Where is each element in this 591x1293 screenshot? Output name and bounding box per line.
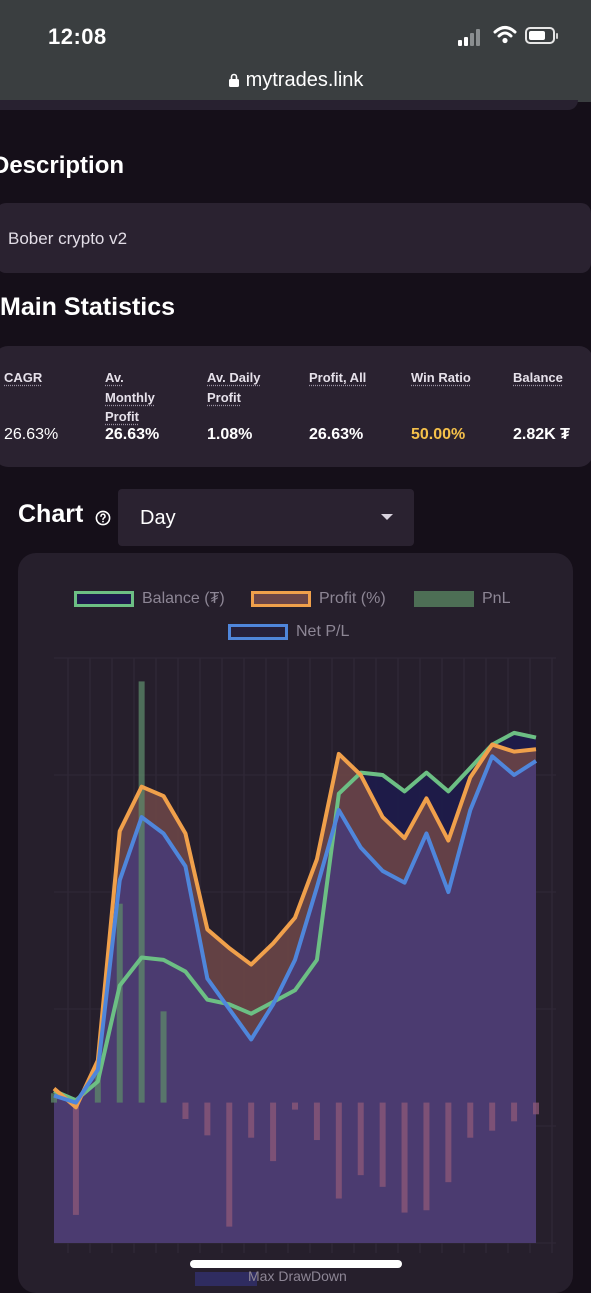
stat-label[interactable]: Av. Daily Profit [207, 370, 261, 405]
period-select-value: Day [140, 507, 176, 529]
stat-daily-profit: Av. Daily Profit 1.08% [207, 368, 277, 443]
pnl-bar [248, 1102, 255, 1138]
status-bar: 12:08 [0, 0, 591, 58]
pnl-bar [445, 1102, 452, 1183]
chart-plot[interactable] [18, 553, 573, 1293]
pnl-bar [335, 1102, 342, 1199]
stat-win-ratio: Win Ratio 50.00% [411, 368, 503, 443]
stat-monthly-profit: Av. Monthly Profit 26.63% [105, 368, 175, 443]
stat-value: 50.00% [411, 426, 466, 443]
stat-label[interactable]: Win Ratio [411, 370, 471, 385]
stat-value: 26.63% [4, 426, 59, 443]
status-time: 12:08 [48, 24, 107, 49]
legend-item-pnl[interactable]: PnL [414, 590, 510, 608]
pnl-bar [226, 1102, 233, 1227]
chevron-down-icon [381, 514, 393, 520]
pnl-bar [72, 1102, 79, 1215]
balance-line [53, 730, 537, 1103]
url-text[interactable]: mytrades.link [245, 68, 364, 91]
legend-swatch [228, 624, 288, 640]
legend-item-net-pl[interactable]: Net P/L [228, 623, 349, 641]
pnl-bar [467, 1102, 474, 1138]
pnl-bar [379, 1102, 386, 1187]
description-text: Bober crypto v2 [8, 229, 128, 248]
legend-label: PnL [482, 590, 511, 607]
pnl-bar [313, 1102, 320, 1141]
legend-swatch [74, 591, 134, 607]
pnl-bar [270, 1102, 277, 1162]
pnl-bar [401, 1102, 408, 1213]
stat-value: 1.08% [207, 426, 253, 443]
wifi-icon [493, 26, 517, 44]
net-pl-area [54, 756, 536, 1243]
previous-card-edge [0, 100, 578, 110]
cellular-signal-icon [458, 28, 484, 46]
profit-line [52, 742, 537, 1110]
legend-swatch [251, 591, 311, 607]
stat-label[interactable]: Balance [513, 370, 563, 385]
legend-label: Profit (%) [319, 590, 386, 607]
legend-item-balance[interactable]: Balance (₮) [74, 590, 225, 608]
stat-label[interactable]: Profit, All [309, 370, 367, 385]
legend-label: Net P/L [296, 623, 350, 640]
question-circle-icon[interactable] [95, 510, 111, 526]
pnl-bar [292, 1102, 298, 1110]
net-pl-line [53, 754, 538, 1105]
legend-item-profit[interactable]: Profit (%) [251, 590, 386, 608]
pnl-bar [182, 1102, 189, 1119]
battery-icon [525, 27, 558, 44]
period-select[interactable]: Day [118, 489, 414, 546]
stat-cagr: CAGR 26.63% [4, 368, 96, 443]
stat-label[interactable]: Av. Monthly Profit [105, 370, 155, 424]
statistics-panel: CAGR 26.63% Av. Monthly Profit 26.63% Av… [0, 346, 591, 467]
pnl-bar [357, 1102, 364, 1176]
chart-card: Balance (₮) Profit (%) PnL Net P/L [18, 553, 573, 1293]
pnl-bar [204, 1102, 211, 1136]
pnl-bar [116, 903, 123, 1103]
pnl-bar [511, 1102, 518, 1122]
description-title: Description [0, 152, 125, 179]
stat-label[interactable]: CAGR [4, 370, 43, 385]
home-indicator[interactable] [190, 1260, 402, 1268]
stat-balance: Balance 2.82K ₮ [513, 368, 591, 443]
lock-icon [228, 73, 239, 87]
stat-value: 2.82K ₮ [513, 426, 570, 443]
pnl-bar [94, 1069, 101, 1103]
legend-swatch [414, 591, 474, 607]
legend-label: Balance (₮) [142, 590, 225, 607]
pnl-bar [423, 1102, 430, 1211]
pnl-bar [489, 1102, 496, 1131]
stat-value: 26.63% [309, 426, 364, 443]
address-bar[interactable]: mytrades.link [0, 58, 591, 102]
legend-label-max-drawdown: Max DrawDown [248, 1268, 347, 1284]
chart-title: Chart [18, 500, 84, 528]
stat-value: 26.63% [105, 426, 160, 443]
pnl-bar [533, 1102, 539, 1115]
stat-profit-all: Profit, All 26.63% [309, 368, 401, 443]
pnl-bar [51, 1093, 57, 1103]
pnl-bar [138, 681, 145, 1103]
pnl-bar [160, 1011, 167, 1103]
main-statistics-title: Main Statistics [0, 293, 176, 321]
description-box: Bober crypto v2 [0, 203, 591, 273]
